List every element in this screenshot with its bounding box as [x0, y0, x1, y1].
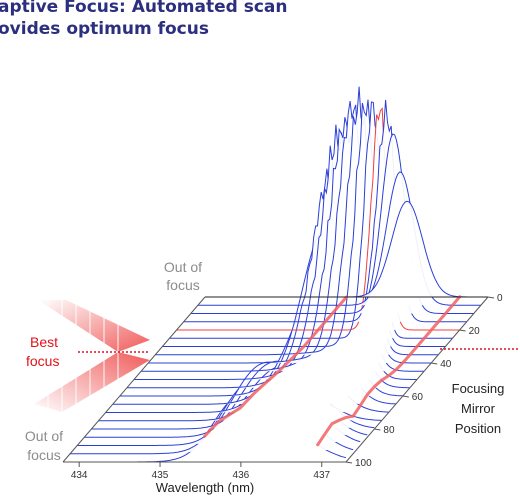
y-tick-100	[345, 461, 353, 464]
left-edge	[62, 296, 206, 463]
focus-wedge	[34, 300, 150, 412]
y-tick-20	[459, 329, 466, 332]
x-tick-label-434: 434	[71, 470, 88, 481]
ridge-lines	[203, 295, 462, 447]
y-axis-title-line-1: Focusing	[452, 381, 505, 396]
y-tick-60	[402, 395, 409, 398]
y-tick-label-100: 100	[355, 458, 372, 469]
x-tick-label-435: 435	[152, 470, 169, 481]
out-of-focus-top-line-1: Out of	[164, 259, 202, 275]
out-of-focus-bottom-line-2: focus	[27, 447, 60, 463]
y-tick-label-80: 80	[383, 425, 395, 436]
best-focus-line-1: Best	[30, 334, 58, 350]
ridge-line-back	[316, 295, 462, 447]
y-tick-80	[374, 428, 381, 431]
y-axis-title-line-3: Position	[455, 421, 501, 436]
focus-wedge-top	[38, 300, 150, 352]
x-tick-label-436: 436	[233, 470, 250, 481]
best-focus-line-2: focus	[26, 353, 59, 369]
headline: aptive Focus: Automated scan ovides opti…	[0, 0, 288, 40]
focus-wedge-bottom	[34, 352, 150, 412]
y-tick-label-60: 60	[412, 392, 424, 403]
out-of-focus-bottom-line-1: Out of	[25, 428, 63, 444]
y-axis-line	[345, 296, 489, 463]
y-tick-40	[431, 362, 438, 365]
headline-line-1: aptive Focus: Automated scan	[0, 0, 288, 17]
y-tick-label-0: 0	[497, 293, 503, 304]
spectrum-traces	[63, 86, 488, 463]
y-axis-title-line-2: Mirror	[461, 401, 496, 416]
y-tick-label-40: 40	[440, 359, 452, 370]
y-tick-label-20: 20	[469, 326, 481, 337]
y-tick-0	[487, 296, 495, 299]
headline-line-2: ovides optimum focus	[0, 19, 209, 39]
out-of-focus-top-line-2: focus	[166, 277, 199, 293]
x-axis-title: Wavelength (nm)	[156, 480, 255, 495]
x-tick-label-437: 437	[313, 470, 330, 481]
ridge-line-front	[203, 295, 348, 438]
axes: 434 435 436 437 0 20 40 60 80 100	[62, 293, 503, 481]
